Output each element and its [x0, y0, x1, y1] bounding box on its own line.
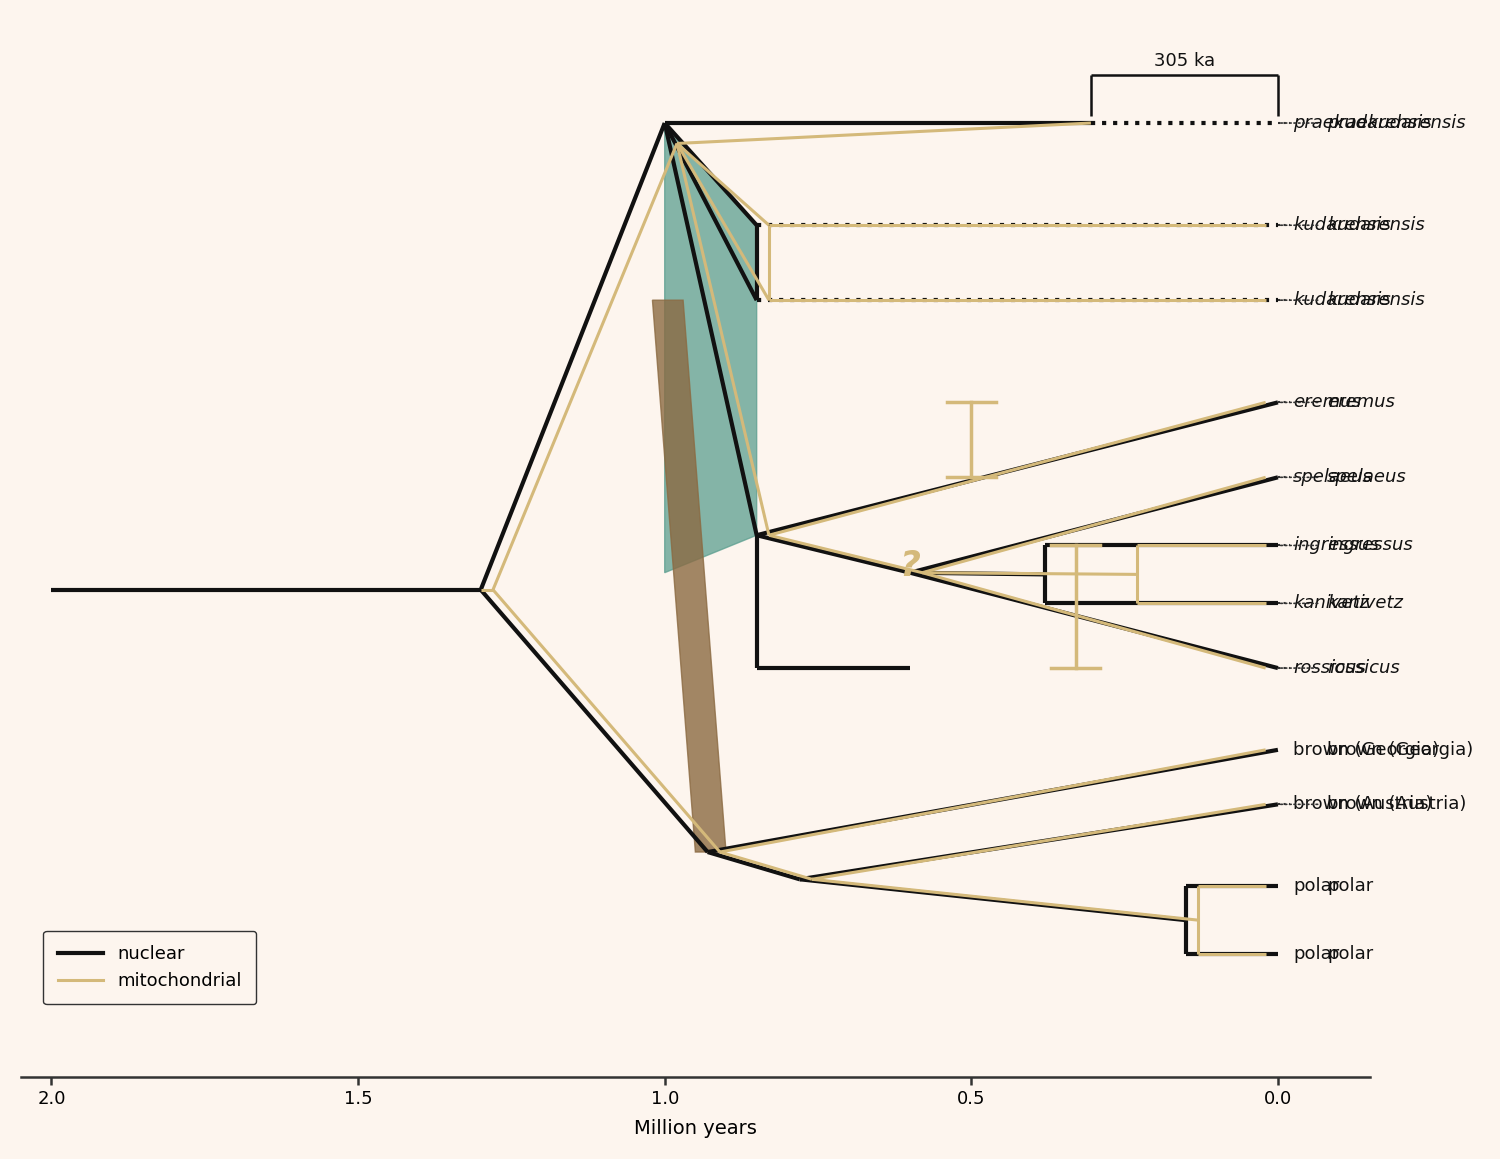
Text: rossicus: rossicus: [1328, 659, 1400, 677]
Text: brown (Austria): brown (Austria): [1293, 795, 1432, 814]
Text: ?: ?: [900, 549, 921, 583]
Text: brown (Austria): brown (Austria): [1328, 795, 1467, 814]
Polygon shape: [664, 123, 756, 573]
Text: eremus: eremus: [1293, 393, 1360, 411]
Text: kudarensis: kudarensis: [1328, 291, 1425, 309]
Text: kudarensis: kudarensis: [1293, 217, 1390, 234]
Text: kudarensis: kudarensis: [1293, 291, 1390, 309]
Text: polar: polar: [1328, 946, 1372, 963]
Text: eremus: eremus: [1328, 393, 1395, 411]
Legend: nuclear, mitochondrial: nuclear, mitochondrial: [44, 931, 256, 1005]
Text: 305 ka: 305 ka: [1154, 52, 1215, 70]
Text: praekudarensis: praekudarensis: [1328, 114, 1466, 132]
Text: polar: polar: [1293, 946, 1340, 963]
Text: ingressus: ingressus: [1328, 537, 1413, 554]
Text: brown (Georgia): brown (Georgia): [1328, 741, 1473, 759]
Text: praekudarensis: praekudarensis: [1293, 114, 1432, 132]
Text: polar: polar: [1293, 877, 1340, 895]
Text: ingressus: ingressus: [1293, 537, 1378, 554]
X-axis label: Million years: Million years: [634, 1120, 758, 1138]
Text: brown (Georgia): brown (Georgia): [1293, 741, 1440, 759]
Text: spelaeus: spelaeus: [1293, 468, 1372, 487]
Text: polar: polar: [1328, 877, 1372, 895]
Text: kanivetz: kanivetz: [1328, 595, 1402, 612]
Text: rossicus: rossicus: [1293, 659, 1366, 677]
Polygon shape: [652, 300, 726, 852]
Text: kanivetz: kanivetz: [1293, 595, 1370, 612]
Text: spelaeus: spelaeus: [1328, 468, 1407, 487]
Text: kudarensis: kudarensis: [1328, 217, 1425, 234]
